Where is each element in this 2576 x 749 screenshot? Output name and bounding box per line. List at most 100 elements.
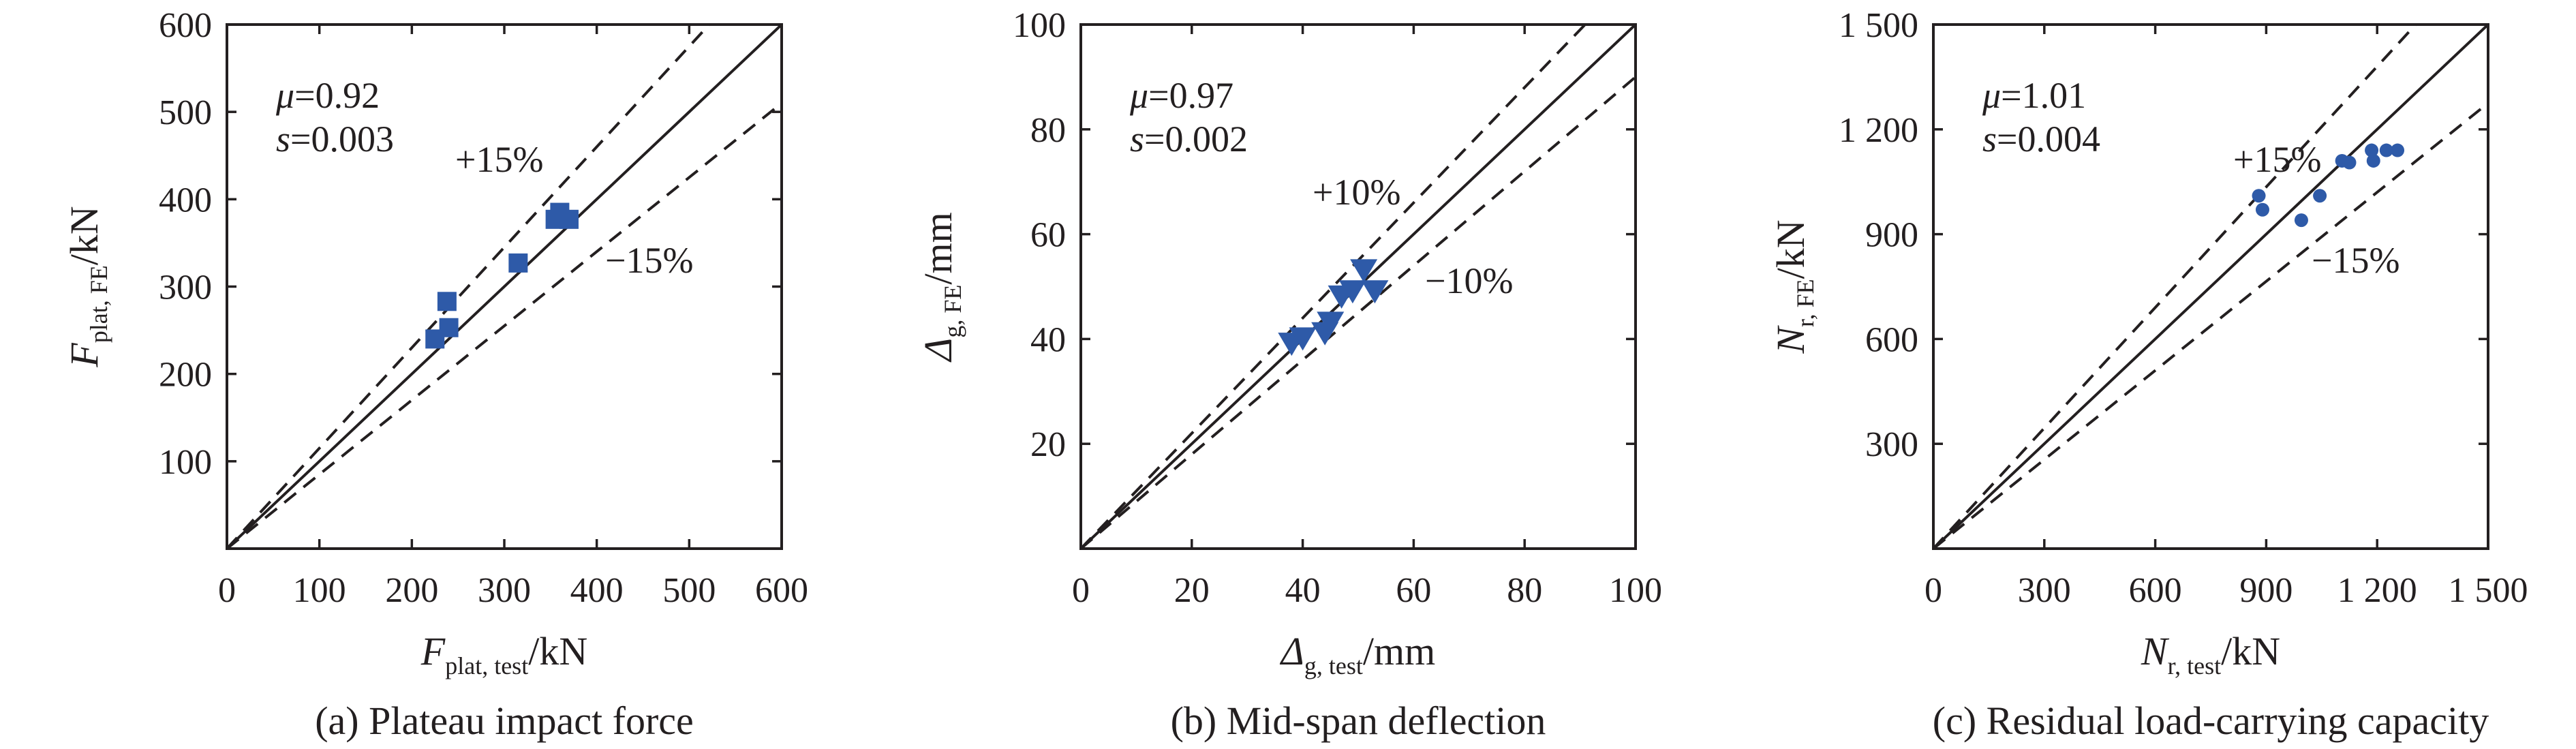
triangle-marker — [1338, 280, 1366, 304]
lower-bound-line — [1933, 102, 2488, 549]
x-axis-label: Nr, test/kN — [2141, 629, 2280, 679]
panel-caption: (a) Plateau impact force — [315, 699, 694, 743]
x-tick-label: 0 — [1072, 571, 1090, 610]
y-axis-unit: /mm — [916, 212, 960, 284]
x-tick-label: 20 — [1174, 571, 1210, 610]
x-tick-label: 1 500 — [2449, 571, 2528, 610]
data-points — [2252, 143, 2405, 228]
lower-bound-label: −15% — [2312, 240, 2399, 281]
sd-symbol: s — [276, 119, 290, 159]
sd-symbol: s — [1130, 119, 1144, 159]
triangle-marker — [1350, 259, 1378, 283]
circle-marker — [2255, 202, 2269, 217]
x-axis-label: Δg, test/mm — [1280, 629, 1435, 679]
y-tick-label: 600 — [1865, 320, 1918, 359]
sd-value: =0.003 — [290, 119, 394, 159]
triangle-marker — [1317, 311, 1345, 335]
square-marker — [508, 253, 528, 273]
lower-bound-label: −15% — [605, 240, 693, 281]
chart-panel-c: 0 300 600 900 1 200 1 500 300 600 900 1 200 1 500 N… — [1768, 6, 2528, 743]
x-tick-label: 600 — [755, 571, 808, 610]
triangle-marker — [1289, 327, 1317, 351]
equality-line — [1933, 25, 2488, 549]
x-tick-label: 900 — [2239, 571, 2293, 610]
y-axis-subscript: r, FE — [1792, 279, 1819, 327]
x-axis-subscript: r, test — [2168, 652, 2222, 679]
x-tick-label: 0 — [1925, 571, 1942, 610]
upper-bound-line — [1933, 25, 2418, 549]
mean-value: =0.92 — [294, 75, 380, 116]
x-tick-label: 100 — [293, 571, 346, 610]
equality-line — [227, 25, 782, 549]
plot-frame — [1932, 23, 2489, 550]
upper-bound-label: +10% — [1313, 172, 1400, 213]
y-axis-label: Nr, FE/kN — [1768, 219, 1819, 354]
y-axis-symbol: Δ — [916, 338, 960, 363]
sd-symbol: s — [1982, 119, 1997, 159]
y-tick-label: 40 — [1030, 320, 1066, 359]
mean-annotation: μ=0.92 — [275, 75, 380, 116]
sd-value: =0.002 — [1144, 119, 1248, 159]
x-axis-symbol: N — [2141, 629, 2170, 673]
data-points — [1278, 259, 1389, 356]
triangle-marker — [1361, 280, 1389, 304]
y-tick-label: 100 — [1013, 6, 1066, 45]
y-tick-label: 300 — [159, 269, 212, 307]
y-axis-unit: /kN — [62, 206, 106, 265]
y-axis-subscript: g, FE — [939, 285, 966, 338]
x-axis-unit: /mm — [1363, 629, 1435, 673]
upper-bound-line — [227, 25, 711, 549]
x-tick-label: 400 — [570, 571, 624, 610]
circle-marker — [2366, 153, 2380, 168]
y-tick-label: 400 — [159, 181, 212, 219]
y-axis-label: Fplat, FE/kN — [62, 206, 112, 367]
circle-marker — [2365, 143, 2379, 157]
x-tick-label: 200 — [385, 571, 438, 610]
x-tick-label: 600 — [2129, 571, 2182, 610]
y-tick-label: 200 — [159, 356, 212, 395]
sd-annotation: s=0.004 — [1982, 119, 2100, 159]
square-marker — [439, 318, 459, 337]
x-tick-label: 40 — [1285, 571, 1321, 610]
circle-marker — [2342, 155, 2357, 170]
circle-marker — [2252, 189, 2266, 203]
y-axis-symbol: F — [62, 343, 106, 368]
y-tick-label: 300 — [1865, 425, 1918, 464]
mean-symbol: μ — [1982, 75, 2001, 116]
x-axis-subscript: g, test — [1304, 652, 1363, 679]
y-axis-subscript: plat, FE — [85, 265, 112, 343]
circle-marker — [2294, 213, 2308, 228]
mean-symbol: μ — [275, 75, 294, 116]
plot-frame — [1079, 23, 1637, 550]
x-tick-label: 100 — [1609, 571, 1662, 610]
y-tick-label: 500 — [159, 93, 212, 132]
x-axis-symbol: Δ — [1280, 629, 1304, 673]
sd-annotation: s=0.002 — [1130, 119, 1248, 159]
y-tick-label: 1 200 — [1839, 111, 1918, 150]
x-tick-label: 80 — [1507, 571, 1542, 610]
x-axis-subscript: plat, test — [445, 652, 528, 679]
circle-marker — [2391, 143, 2405, 157]
reference-lines — [227, 25, 782, 549]
y-tick-label: 80 — [1030, 111, 1066, 150]
y-tick-label: 900 — [1865, 216, 1918, 255]
x-tick-label: 300 — [478, 571, 531, 610]
x-tick-label: 0 — [218, 571, 236, 610]
circle-marker — [2379, 143, 2393, 157]
x-tick-label: 500 — [662, 571, 716, 610]
y-axis-label: Δg, FE/mm — [916, 212, 966, 362]
upper-bound-label: +15% — [2233, 139, 2321, 180]
mean-value: =1.01 — [2001, 75, 2086, 116]
x-axis-symbol: F — [420, 629, 446, 673]
sd-annotation: s=0.003 — [276, 119, 394, 159]
mean-value: =0.97 — [1148, 75, 1233, 116]
lower-bound-line — [227, 102, 782, 549]
x-axis-label: Fplat, test/kN — [420, 629, 587, 679]
upper-bound-label: +15% — [455, 139, 543, 180]
data-points — [425, 202, 579, 349]
x-axis-unit: /kN — [2221, 629, 2280, 673]
mean-annotation: μ=0.97 — [1129, 75, 1233, 116]
y-tick-label: 100 — [159, 443, 212, 482]
